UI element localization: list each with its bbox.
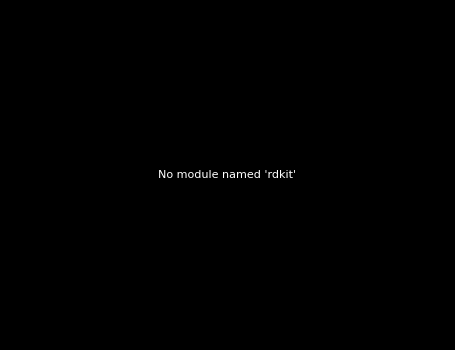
Text: No module named 'rdkit': No module named 'rdkit' — [158, 170, 297, 180]
